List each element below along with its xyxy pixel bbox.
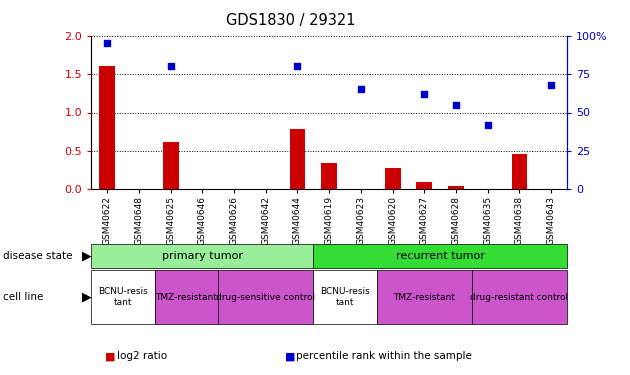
Text: BCNU-resis
tant: BCNU-resis tant [98,288,148,307]
Point [483,122,493,128]
Text: ▶: ▶ [82,249,92,262]
Bar [290,129,306,189]
Text: log2 ratio: log2 ratio [117,351,167,361]
Text: primary tumor: primary tumor [162,251,243,261]
Point [166,63,176,69]
Text: ■: ■ [285,351,295,361]
Bar [385,168,401,189]
Text: drug-resistant control: drug-resistant control [471,292,568,302]
Text: ▶: ▶ [82,291,92,304]
Point [451,102,461,108]
Text: recurrent tumor: recurrent tumor [396,251,484,261]
Point [292,63,302,69]
Point [419,91,429,97]
Bar [416,182,432,189]
Bar [448,186,464,189]
Text: BCNU-resis
tant: BCNU-resis tant [320,288,370,307]
Point [546,82,556,88]
Bar [100,66,115,189]
Text: cell line: cell line [3,292,43,302]
Text: ■: ■ [105,351,115,361]
Bar [512,154,527,189]
Point [356,87,366,93]
Text: percentile rank within the sample: percentile rank within the sample [296,351,472,361]
Text: TMZ-resistant: TMZ-resistant [393,292,455,302]
Bar [163,142,178,189]
Text: drug-sensitive control: drug-sensitive control [216,292,316,302]
Point [102,40,112,46]
Bar [321,163,337,189]
Text: disease state: disease state [3,251,72,261]
Text: TMZ-resistant: TMZ-resistant [156,292,217,302]
Text: GDS1830 / 29321: GDS1830 / 29321 [226,13,356,28]
